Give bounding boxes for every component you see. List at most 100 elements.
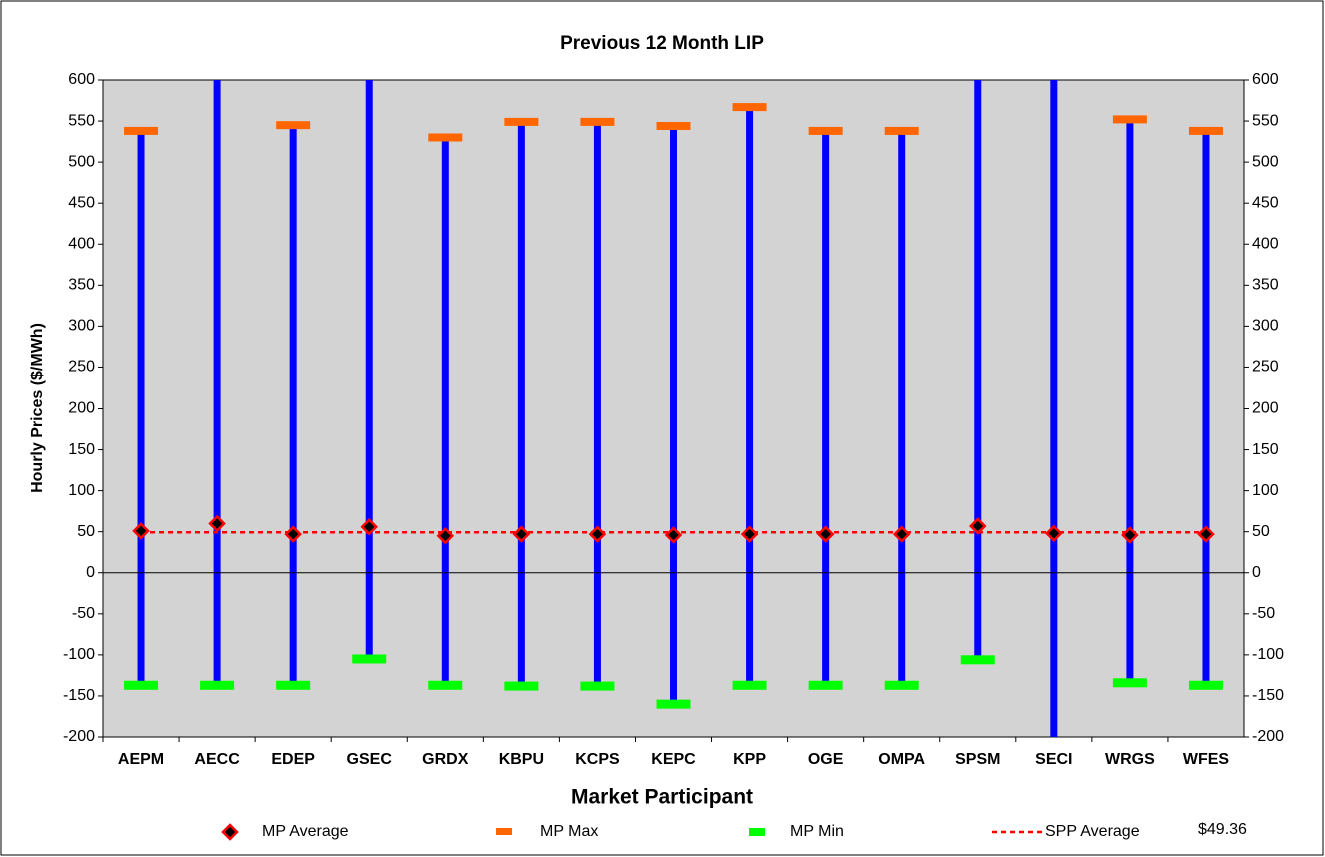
legend-symbol: [749, 828, 765, 836]
min-marker: [504, 681, 539, 691]
average-marker: [892, 525, 911, 543]
y-tick-label: 50: [77, 523, 95, 540]
min-marker: [732, 680, 767, 690]
x-tick-label: KEPC: [651, 751, 696, 768]
y-tick-label: 350: [68, 277, 95, 294]
max-marker: [808, 126, 843, 135]
x-tick-label: OMPA: [878, 751, 925, 768]
max-marker: [504, 117, 539, 126]
y-tick-label: 200: [68, 400, 95, 417]
y2-tick-label: 300: [1252, 318, 1279, 335]
y-tick-label: 450: [68, 194, 95, 211]
x-tick-label: OGE: [808, 751, 844, 768]
average-marker: [968, 517, 987, 535]
x-tick-label: KPP: [733, 751, 766, 768]
min-marker: [1112, 678, 1147, 688]
legend-label: MP Min: [790, 823, 844, 840]
max-marker: [276, 121, 311, 130]
x-tick-label: SECI: [1035, 751, 1072, 768]
min-marker: [656, 699, 691, 709]
plot: [124, 80, 1223, 737]
y-tick-label: 150: [68, 441, 95, 458]
legend-label: MP Average: [262, 823, 349, 840]
y-tick-label: 300: [68, 318, 95, 335]
y-tick-label: -50: [72, 605, 95, 622]
max-marker: [428, 133, 463, 142]
chart-title: Previous 12 Month LIP: [560, 33, 764, 54]
x-tick-label: KBPU: [499, 751, 544, 768]
average-marker: [664, 526, 683, 544]
legend-symbol: [496, 828, 512, 835]
min-marker: [428, 680, 463, 690]
max-marker: [1188, 126, 1223, 135]
max-marker: [580, 117, 615, 126]
average-marker: [284, 525, 302, 543]
y-tick-label: 400: [68, 235, 95, 252]
y2-tick-label: -200: [1252, 728, 1284, 745]
y2-tick-label: 250: [1252, 359, 1279, 376]
min-marker: [808, 680, 843, 690]
spp-average-value-label: $49.36: [1198, 821, 1247, 838]
average-marker: [588, 525, 607, 543]
max-marker: [884, 126, 919, 135]
x-tick-label: AEPM: [118, 751, 164, 768]
y2-tick-label: 150: [1252, 441, 1279, 458]
y-tick-label: 600: [68, 71, 95, 88]
y2-tick-label: 400: [1252, 235, 1279, 252]
y-tick-label: -150: [63, 687, 95, 704]
x-tick-label: SPSM: [955, 751, 1000, 768]
x-tick-label: AECC: [194, 751, 240, 768]
y2-tick-label: 450: [1252, 194, 1279, 211]
min-marker: [276, 680, 311, 690]
average-marker: [1121, 526, 1139, 544]
x-axis-label: Market Participant: [571, 786, 753, 809]
y2-tick-label: -150: [1252, 687, 1284, 704]
x-tick-label: GRDX: [422, 751, 469, 768]
y2-tick-label: 0: [1252, 564, 1261, 581]
min-marker: [580, 681, 615, 691]
average-marker: [512, 525, 531, 543]
min-marker: [352, 654, 387, 664]
y2-tick-label: -50: [1252, 605, 1275, 622]
average-marker: [740, 525, 759, 543]
max-marker: [732, 103, 767, 112]
max-marker: [1112, 115, 1147, 124]
y-tick-label: 550: [68, 112, 95, 129]
legend-label: MP Max: [540, 823, 598, 840]
y2-tick-label: 200: [1252, 400, 1279, 417]
y2-tick-label: 50: [1252, 523, 1270, 540]
x-tick-label: KCPS: [575, 751, 620, 768]
average-marker: [132, 522, 150, 540]
y-tick-label: -100: [63, 646, 95, 663]
y2-tick-label: 500: [1252, 153, 1279, 170]
average-marker: [1045, 524, 1063, 543]
y-tick-label: 100: [68, 482, 95, 499]
x-tick-label: WRGS: [1105, 751, 1155, 768]
y2-tick-label: -100: [1252, 646, 1284, 663]
max-marker: [656, 121, 691, 130]
y2-tick-label: 350: [1252, 277, 1279, 294]
y-tick-label: 0: [86, 564, 95, 581]
y-axis-label: Hourly Prices ($/MWh): [29, 323, 46, 493]
legend-label: SPP Average: [1045, 823, 1140, 840]
average-marker: [1197, 525, 1215, 543]
y-tick-label: -200: [63, 728, 95, 745]
y-tick-label: 500: [68, 153, 95, 170]
average-marker: [208, 514, 226, 533]
x-tick-label: GSEC: [347, 751, 393, 768]
average-marker: [816, 525, 835, 543]
min-marker: [884, 680, 919, 690]
average-marker: [436, 527, 455, 545]
x-tick-label: WFES: [1183, 751, 1230, 768]
min-marker: [124, 680, 159, 690]
x-tick-label: EDEP: [271, 751, 315, 768]
average-marker: [360, 517, 379, 536]
y2-tick-label: 100: [1252, 482, 1279, 499]
min-marker: [1188, 680, 1223, 690]
max-marker: [124, 126, 159, 135]
y-tick-label: 250: [68, 359, 95, 376]
legend-symbol: [221, 823, 239, 841]
min-marker: [960, 655, 995, 665]
y2-tick-label: 600: [1252, 71, 1279, 88]
